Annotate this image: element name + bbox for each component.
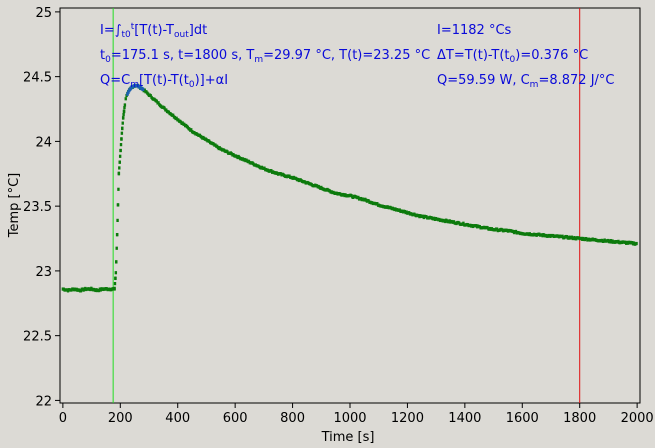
annotation-heat-formula: Q=Cm[T(t)-T(t0)]+αI: [100, 73, 228, 90]
data-point: [115, 246, 118, 250]
annotation-integral-value: I=1182 °Cs: [437, 23, 512, 38]
data-point: [171, 113, 175, 117]
x-tick-label: 800: [280, 411, 305, 426]
data-point: [122, 112, 125, 117]
data-point: [635, 241, 638, 246]
data-point: [118, 154, 122, 158]
data-point: [113, 281, 117, 286]
annotation-delta-t: ΔT=T(t)-T(t0)=0.376 °C: [437, 48, 588, 65]
data-point: [143, 88, 146, 92]
data-point: [115, 233, 119, 237]
x-tick-label: 1800: [563, 411, 596, 426]
x-tick-label: 400: [165, 411, 190, 426]
x-axis-label: Time [s]: [321, 430, 375, 445]
data-point: [190, 128, 193, 132]
x-tick-label: 1200: [391, 411, 424, 426]
data-point: [118, 160, 121, 164]
x-tick-label: 0: [59, 411, 67, 426]
plot-area: [59, 7, 641, 404]
data-point: [357, 195, 360, 199]
vertical-lines: [112, 8, 581, 403]
data-point: [114, 271, 118, 275]
x-tick-label: 1400: [448, 411, 481, 426]
y-tick-label: 24.5: [23, 71, 52, 86]
data-point: [121, 126, 124, 130]
y-axis-ticks: 22 22.5 23 23.5 24 24.5 25: [23, 6, 60, 409]
data-point: [121, 116, 125, 120]
data-point: [163, 106, 166, 110]
x-axis-ticks: 0 200 400 600 800 1000 1200 1400 1600 1800 2000: [59, 403, 654, 426]
data-point: [115, 260, 118, 264]
x-tick-label: 2000: [621, 411, 654, 426]
data-point: [117, 187, 120, 191]
data-point: [120, 137, 123, 141]
annotation-integral-definition: I=∫t0t[T(t)-Tout]dt: [100, 22, 207, 40]
data-point: [120, 131, 124, 135]
data-point: [157, 101, 160, 105]
data-point: [113, 287, 116, 291]
data-point: [155, 99, 158, 103]
data-point: [149, 94, 152, 98]
x-tick-label: 1000: [333, 411, 366, 426]
data-point: [114, 276, 117, 280]
data-point: [462, 221, 465, 225]
data-point: [123, 103, 127, 107]
data-point: [118, 166, 121, 170]
fit-point: [126, 92, 129, 96]
data-point: [124, 97, 127, 101]
x-tick-label: 1600: [506, 411, 539, 426]
y-tick-label: 25: [35, 6, 52, 21]
y-tick-label: 22.5: [23, 330, 52, 345]
y-axis-label: Temp [°C]: [7, 173, 22, 239]
data-point: [119, 143, 123, 147]
data-point: [123, 105, 126, 110]
annotation-heat-values: Q=59.59 W, Cm=8.872 J/°C: [437, 73, 615, 90]
data-point: [376, 202, 379, 206]
data-series: [61, 83, 638, 293]
data-point: [116, 203, 120, 207]
x-tick-label: 600: [223, 411, 248, 426]
y-tick-label: 23: [35, 265, 52, 280]
x-tick-label: 200: [108, 411, 133, 426]
y-tick-label: 24: [35, 135, 52, 150]
y-tick-label: 23.5: [23, 200, 52, 215]
data-point: [117, 172, 121, 176]
annotation-parameters: t0=175.1 s, t=1800 s, Tm=29.97 °C, T(t)=…: [100, 48, 430, 65]
y-tick-label: 22: [35, 394, 52, 409]
data-point: [116, 218, 119, 222]
fit-point: [141, 87, 145, 92]
data-point: [121, 121, 124, 125]
data-point: [122, 109, 126, 113]
data-point: [119, 148, 122, 153]
